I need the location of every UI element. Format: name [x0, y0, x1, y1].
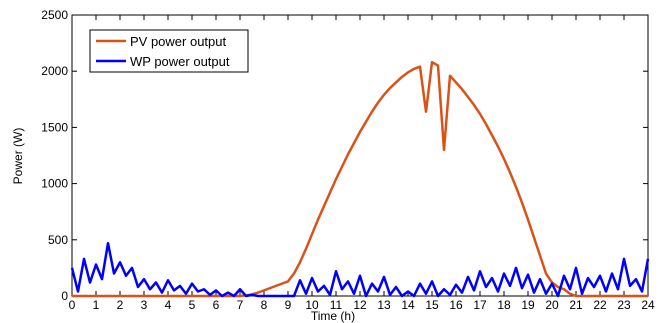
x-tick-label: 9	[285, 298, 292, 312]
x-tick-label: 5	[189, 298, 196, 312]
x-tick-label: 23	[617, 298, 631, 312]
data-line	[70, 241, 650, 298]
y-tick-label: 2000	[41, 64, 68, 78]
x-tick-label: 10	[305, 298, 319, 312]
x-tick-label: 14	[401, 298, 415, 312]
y-tick-label: 1500	[41, 120, 68, 134]
y-tick-label: 1000	[41, 177, 68, 191]
legend-box	[89, 29, 249, 73]
x-tick-label: 11	[330, 298, 343, 312]
x-tick-label: 16	[449, 298, 463, 312]
y-tick-label: 2500	[41, 8, 68, 22]
legend-label: PV power output	[130, 34, 227, 49]
x-tick-label: 13	[377, 298, 391, 312]
x-tick-label: 3	[141, 298, 148, 312]
x-tick-label: 15	[425, 298, 439, 312]
y-axis-label: Power (W)	[11, 128, 25, 185]
y-tick-label: 0	[61, 289, 68, 303]
x-axis-label: Time (h)	[311, 309, 355, 323]
legend-label: WP power output	[130, 54, 230, 69]
x-tick-label: 21	[569, 298, 583, 312]
x-tick-label: 6	[213, 298, 220, 312]
x-tick-label: 2	[117, 298, 124, 312]
y-tick-label: 500	[48, 233, 68, 247]
x-tick-label: 19	[521, 298, 535, 312]
x-tick-label: 24	[641, 298, 655, 312]
x-tick-label: 18	[497, 298, 511, 312]
x-tick-label: 1	[93, 298, 100, 312]
x-tick-label: 12	[353, 298, 367, 312]
x-tick-label: 0	[69, 298, 76, 312]
x-tick-label: 22	[593, 298, 607, 312]
x-tick-label: 8	[261, 298, 268, 312]
x-tick-label: 4	[165, 298, 172, 312]
x-tick-label: 20	[545, 298, 559, 312]
x-tick-label: 17	[473, 298, 487, 312]
x-tick-label: 7	[237, 298, 244, 312]
